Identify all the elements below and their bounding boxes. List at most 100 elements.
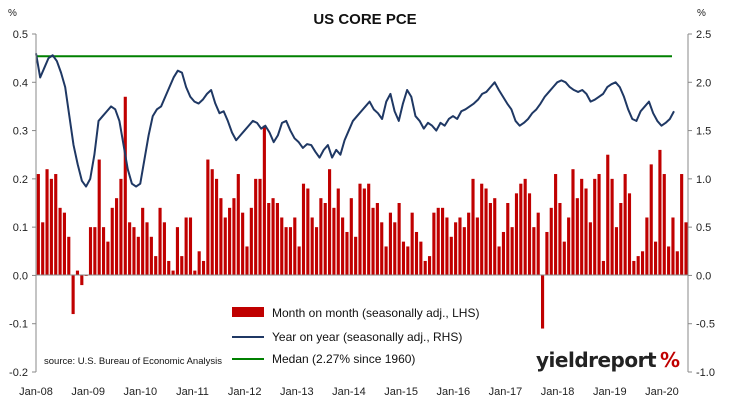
mom-bar: [206, 159, 210, 276]
mom-bar: [119, 178, 123, 276]
legend-label-mom: Month on month (seasonally adj., LHS): [272, 306, 479, 320]
mom-bar: [362, 188, 366, 276]
mom-bar: [280, 217, 284, 276]
x-tick-label: Jan-15: [384, 386, 418, 398]
mom-bar: [554, 174, 558, 276]
x-tick-label: Jan-10: [123, 386, 157, 398]
legend-label-median: Medan (2.27% since 1960): [272, 352, 415, 366]
mom-bar: [254, 178, 258, 276]
mom-bar: [549, 207, 553, 276]
mom-bar: [310, 217, 314, 276]
mom-bar: [610, 178, 614, 276]
source-note: source: U.S. Bureau of Economic Analysis: [44, 356, 222, 367]
mom-bar: [562, 241, 566, 276]
mom-bars: [36, 96, 688, 329]
mom-bar: [115, 198, 119, 276]
mom-bar: [71, 275, 75, 315]
brand-wordmark: yieldreport: [536, 348, 657, 372]
mom-bar: [262, 125, 266, 276]
mom-bar: [488, 203, 492, 276]
left-tick-label: 0.3: [13, 126, 28, 138]
mom-bar: [197, 251, 201, 276]
right-tick-label: -1.0: [696, 367, 715, 379]
mom-bar: [110, 207, 114, 276]
right-tick-label: 0.0: [696, 270, 711, 282]
mom-bar: [297, 246, 301, 276]
mom-bar: [510, 227, 514, 276]
x-tick-label: Jan-11: [176, 386, 209, 398]
mom-bar: [558, 203, 562, 276]
mom-bar: [419, 241, 423, 276]
mom-bar: [201, 260, 206, 276]
mom-bar: [458, 217, 462, 276]
left-tick-label: -0.2: [9, 367, 28, 379]
x-tick-label: Jan-08: [19, 386, 53, 398]
mom-bar: [288, 227, 293, 276]
mom-bar: [149, 236, 153, 276]
mom-bar: [301, 183, 306, 276]
mom-bar: [245, 246, 249, 276]
mom-bar: [158, 207, 162, 276]
mom-bar: [375, 203, 379, 276]
mom-bar: [193, 270, 197, 276]
right-tick-label: 1.0: [696, 174, 711, 186]
right-tick-label: 2.0: [696, 77, 711, 89]
mom-bar: [162, 222, 166, 276]
mom-bar: [471, 178, 475, 276]
mom-bar: [328, 169, 332, 276]
x-tick-labels: Jan-08 Jan-09 Jan-10 Jan-11 Jan-12 Jan-13 Jan-…: [19, 386, 679, 398]
mom-bar: [667, 246, 671, 276]
mom-bar: [427, 256, 432, 276]
mom-bar: [675, 251, 679, 276]
right-tick-label: 1.5: [696, 126, 711, 138]
mom-bar: [680, 174, 684, 276]
mom-bar: [349, 198, 353, 276]
mom-bar: [167, 260, 171, 276]
x-tick-label: Jan-19: [593, 386, 627, 398]
mom-bar: [514, 193, 519, 276]
mom-bar: [532, 227, 536, 276]
right-tick-label: -0.5: [696, 319, 715, 331]
mom-bar: [275, 203, 279, 276]
left-tick-label: -0.1: [9, 319, 28, 331]
mom-bar: [93, 227, 97, 276]
chart-title: US CORE PCE: [313, 11, 416, 28]
mom-bar: [332, 207, 336, 276]
yoy-line: [35, 53, 675, 188]
mom-bar: [62, 212, 66, 276]
legend-swatch-mom: [232, 307, 264, 317]
mom-bar: [567, 217, 571, 276]
mom-bar: [462, 227, 466, 276]
mom-bar: [475, 217, 479, 276]
mom-bar: [249, 207, 253, 276]
mom-bar: [640, 251, 645, 276]
mom-bar: [541, 275, 545, 329]
mom-bar: [536, 212, 540, 276]
mom-bar: [54, 174, 58, 276]
mom-bar: [397, 203, 401, 276]
mom-bar: [84, 275, 88, 276]
mom-bar: [219, 198, 223, 276]
mom-bar: [636, 256, 640, 276]
mom-bar: [106, 241, 110, 276]
mom-bar: [414, 231, 419, 276]
mom-bar: [88, 227, 93, 276]
left-tick-label: 0.2: [13, 174, 28, 186]
mom-bar: [145, 222, 149, 276]
mom-bar: [393, 222, 397, 276]
mom-bar: [293, 217, 297, 276]
mom-bar: [367, 183, 371, 276]
x-tick-label: Jan-20: [645, 386, 679, 398]
mom-bar: [601, 260, 605, 276]
mom-bar: [36, 174, 40, 276]
mom-bar: [593, 178, 597, 276]
mom-bar: [493, 198, 497, 276]
legend: Month on month (seasonally adj., LHS) Ye…: [232, 306, 479, 366]
right-tick-labels: 2.5 2.0 1.5 1.0 0.5 0.0 -0.5 -1.0: [688, 29, 715, 379]
mom-bar: [67, 236, 71, 276]
mom-bar: [406, 246, 410, 276]
mom-bar: [484, 188, 488, 276]
mom-bar: [341, 217, 345, 276]
mom-bar: [45, 169, 49, 276]
mom-bar: [410, 212, 414, 276]
